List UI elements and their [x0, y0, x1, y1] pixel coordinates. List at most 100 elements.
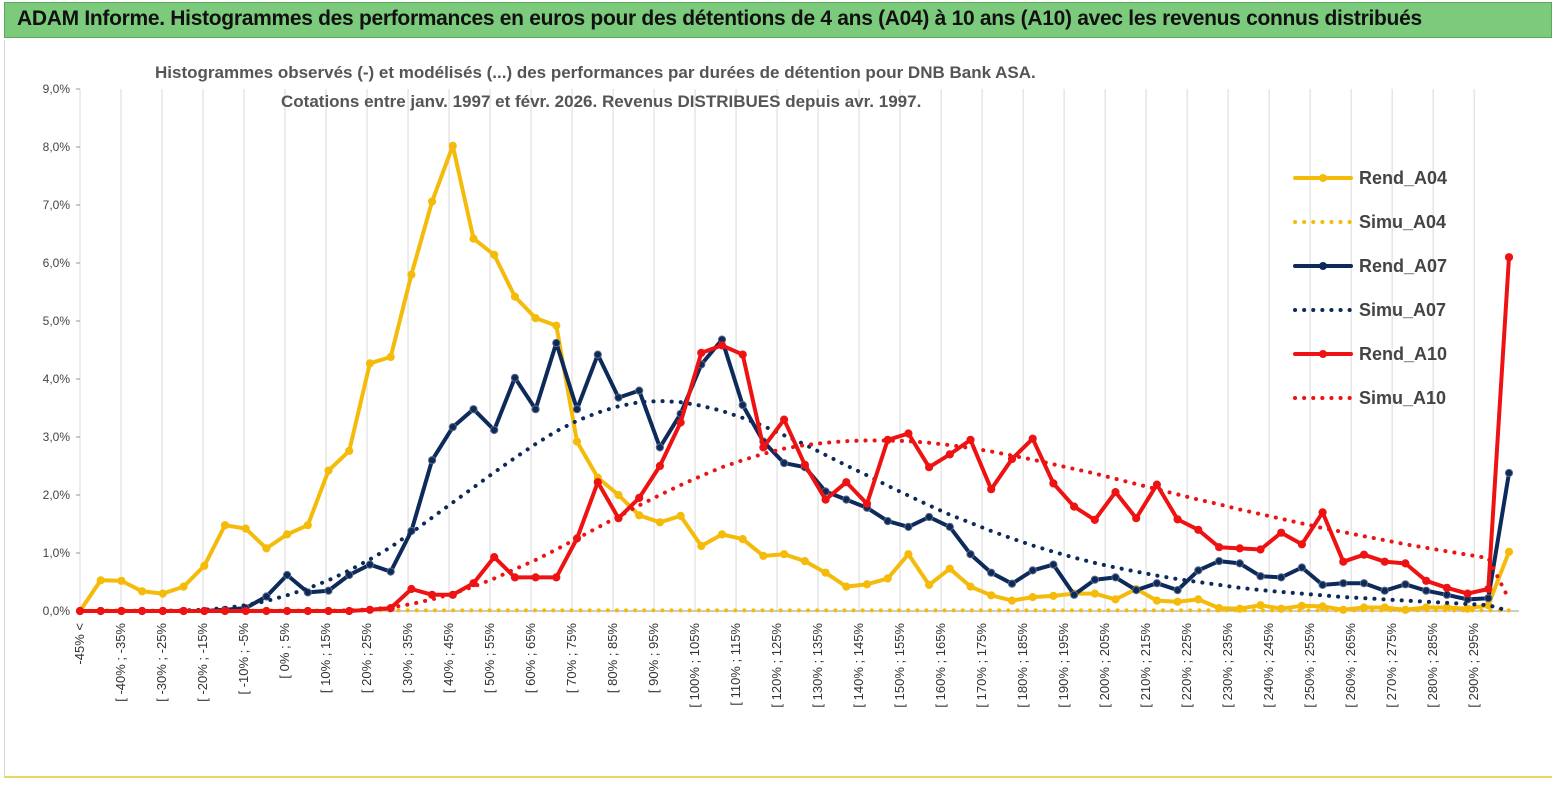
data-point-rend_a07 — [1359, 579, 1369, 588]
data-point-rend_a04 — [220, 521, 230, 530]
data-point-rend_a07 — [531, 405, 540, 414]
x-tick-label: [ 220% ; 225% — [1179, 623, 1194, 708]
data-point-rend_a07 — [1504, 468, 1514, 478]
data-point-rend_a10 — [676, 418, 685, 427]
legend-label-rend_a07: Rend_A07 — [1359, 256, 1447, 276]
data-point-rend_a10 — [1256, 545, 1265, 554]
data-point-rend_a04 — [904, 550, 913, 559]
y-tick-label: 8,0% — [43, 140, 71, 154]
data-point-rend_a07 — [1318, 580, 1327, 590]
x-tick-label: [ 140% ; 145% — [851, 623, 866, 708]
data-point-rend_a07 — [635, 386, 644, 395]
x-tick-label: [ 280% ; 285% — [1425, 623, 1440, 708]
data-point-rend_a07 — [469, 405, 478, 414]
data-point-rend_a07 — [1090, 575, 1099, 584]
data-point-rend_a04 — [138, 587, 147, 596]
x-tick-label: [ 190% ; 195% — [1056, 623, 1071, 708]
data-point-rend_a10 — [1070, 502, 1079, 511]
x-tick-label: [ -20% ; -15% — [195, 623, 210, 702]
x-tick-label: [ 50% ; 55% — [482, 623, 497, 694]
data-point-rend_a07 — [510, 373, 519, 382]
y-tick-label: 1,0% — [43, 546, 71, 560]
y-tick-label: 0,0% — [43, 604, 71, 618]
data-point-rend_a10 — [945, 450, 954, 459]
data-point-rend_a07 — [966, 550, 975, 559]
data-point-rend_a10 — [1277, 528, 1286, 537]
chart-area: 0,0% 1,0% 2,0% 3,0% 4,0% 5,0% 6,0% 7,0% 8,0% 9,0%… — [4, 40, 1553, 776]
data-point-rend_a10 — [510, 573, 519, 582]
data-point-rend_a07 — [842, 495, 851, 504]
data-point-rend_a04 — [1504, 547, 1514, 556]
data-point-rend_a10 — [987, 485, 996, 494]
x-tick-label: -45% < — [72, 623, 87, 665]
data-point-rend_a10 — [862, 499, 872, 508]
data-point-rend_a04 — [676, 511, 685, 520]
x-tick-label: [ 260% ; 265% — [1343, 623, 1358, 708]
x-tick-label: [ 10% ; 15% — [318, 623, 333, 694]
data-point-rend_a07 — [1152, 579, 1162, 588]
data-point-rend_a07 — [925, 512, 934, 522]
data-point-rend_a07 — [1235, 559, 1244, 568]
data-point-rend_a07 — [283, 570, 292, 580]
data-point-rend_a04 — [821, 568, 830, 577]
legend-label-simu_a07: Simu_A07 — [1359, 300, 1446, 320]
legend-marker-rend_a10 — [1319, 350, 1327, 358]
data-point-rend_a10 — [1380, 557, 1389, 566]
data-point-rend_a07 — [1173, 586, 1182, 595]
data-point-rend_a04 — [697, 541, 706, 551]
data-point-rend_a07 — [1256, 572, 1265, 581]
data-point-rend_a04 — [200, 561, 209, 570]
data-point-rend_a10 — [1463, 589, 1472, 598]
data-point-rend_a04 — [407, 270, 416, 279]
data-point-rend_a10 — [490, 553, 499, 562]
data-point-rend_a10 — [1215, 543, 1224, 552]
legend-label-rend_a10: Rend_A10 — [1359, 344, 1447, 364]
data-point-rend_a10 — [531, 573, 540, 582]
data-point-rend_a07 — [365, 560, 374, 569]
x-tick-label: [ 180% ; 185% — [1015, 623, 1030, 708]
data-point-rend_a04 — [158, 589, 167, 598]
data-point-rend_a10 — [1359, 550, 1369, 559]
x-tick-label: [ 210% ; 215% — [1138, 623, 1153, 708]
data-point-rend_a10 — [904, 429, 913, 438]
data-point-rend_a04 — [510, 292, 519, 301]
x-tick-label: [ 20% ; 25% — [359, 623, 374, 694]
bottom-divider — [4, 776, 1552, 778]
data-point-rend_a04 — [1194, 595, 1203, 604]
x-tick-label: [ 0% ; 5% — [277, 623, 292, 679]
data-point-rend_a04 — [1318, 602, 1327, 611]
legend-label-simu_a04: Simu_A04 — [1359, 212, 1446, 232]
x-tick-label: [ -30% ; -25% — [154, 623, 169, 702]
series-line-rend_a04 — [78, 143, 1511, 613]
data-point-rend_a10 — [1442, 583, 1452, 592]
x-tick-label: [ 250% ; 255% — [1302, 623, 1317, 708]
data-point-rend_a07 — [1339, 579, 1348, 588]
chart-title-line1: Histogrammes observés (-) et modélisés (… — [155, 63, 1036, 82]
data-point-rend_a07 — [1442, 590, 1452, 599]
data-point-rend_a04 — [241, 524, 250, 533]
data-point-rend_a10 — [697, 348, 706, 357]
data-point-rend_a04 — [1111, 595, 1120, 604]
data-point-rend_a07 — [324, 586, 333, 595]
data-point-rend_a04 — [945, 564, 954, 573]
data-point-rend_a04 — [1152, 596, 1162, 605]
y-tick-label: 7,0% — [43, 198, 71, 212]
data-point-rend_a10 — [821, 495, 830, 504]
data-point-rend_a04 — [490, 250, 499, 259]
data-point-rend_a10 — [1484, 584, 1493, 594]
x-tick-label: [ 40% ; 45% — [441, 623, 456, 694]
data-point-rend_a07 — [1111, 573, 1120, 582]
x-tick-label: [ 240% ; 245% — [1261, 623, 1276, 708]
data-point-rend_a04 — [552, 321, 561, 330]
data-point-rend_a04 — [738, 535, 747, 544]
x-tick-label: [ 70% ; 75% — [564, 623, 579, 694]
data-point-rend_a04 — [800, 557, 810, 566]
chart-title-line2: Cotations entre janv. 1997 et févr. 2026… — [281, 92, 922, 111]
data-point-rend_a07 — [490, 425, 499, 435]
y-tick-label: 6,0% — [43, 256, 71, 270]
data-point-rend_a07 — [552, 338, 561, 348]
data-point-rend_a10 — [966, 435, 975, 444]
data-point-rend_a10 — [1297, 540, 1307, 549]
data-point-rend_a07 — [1132, 586, 1141, 595]
data-point-rend_a04 — [614, 490, 623, 500]
